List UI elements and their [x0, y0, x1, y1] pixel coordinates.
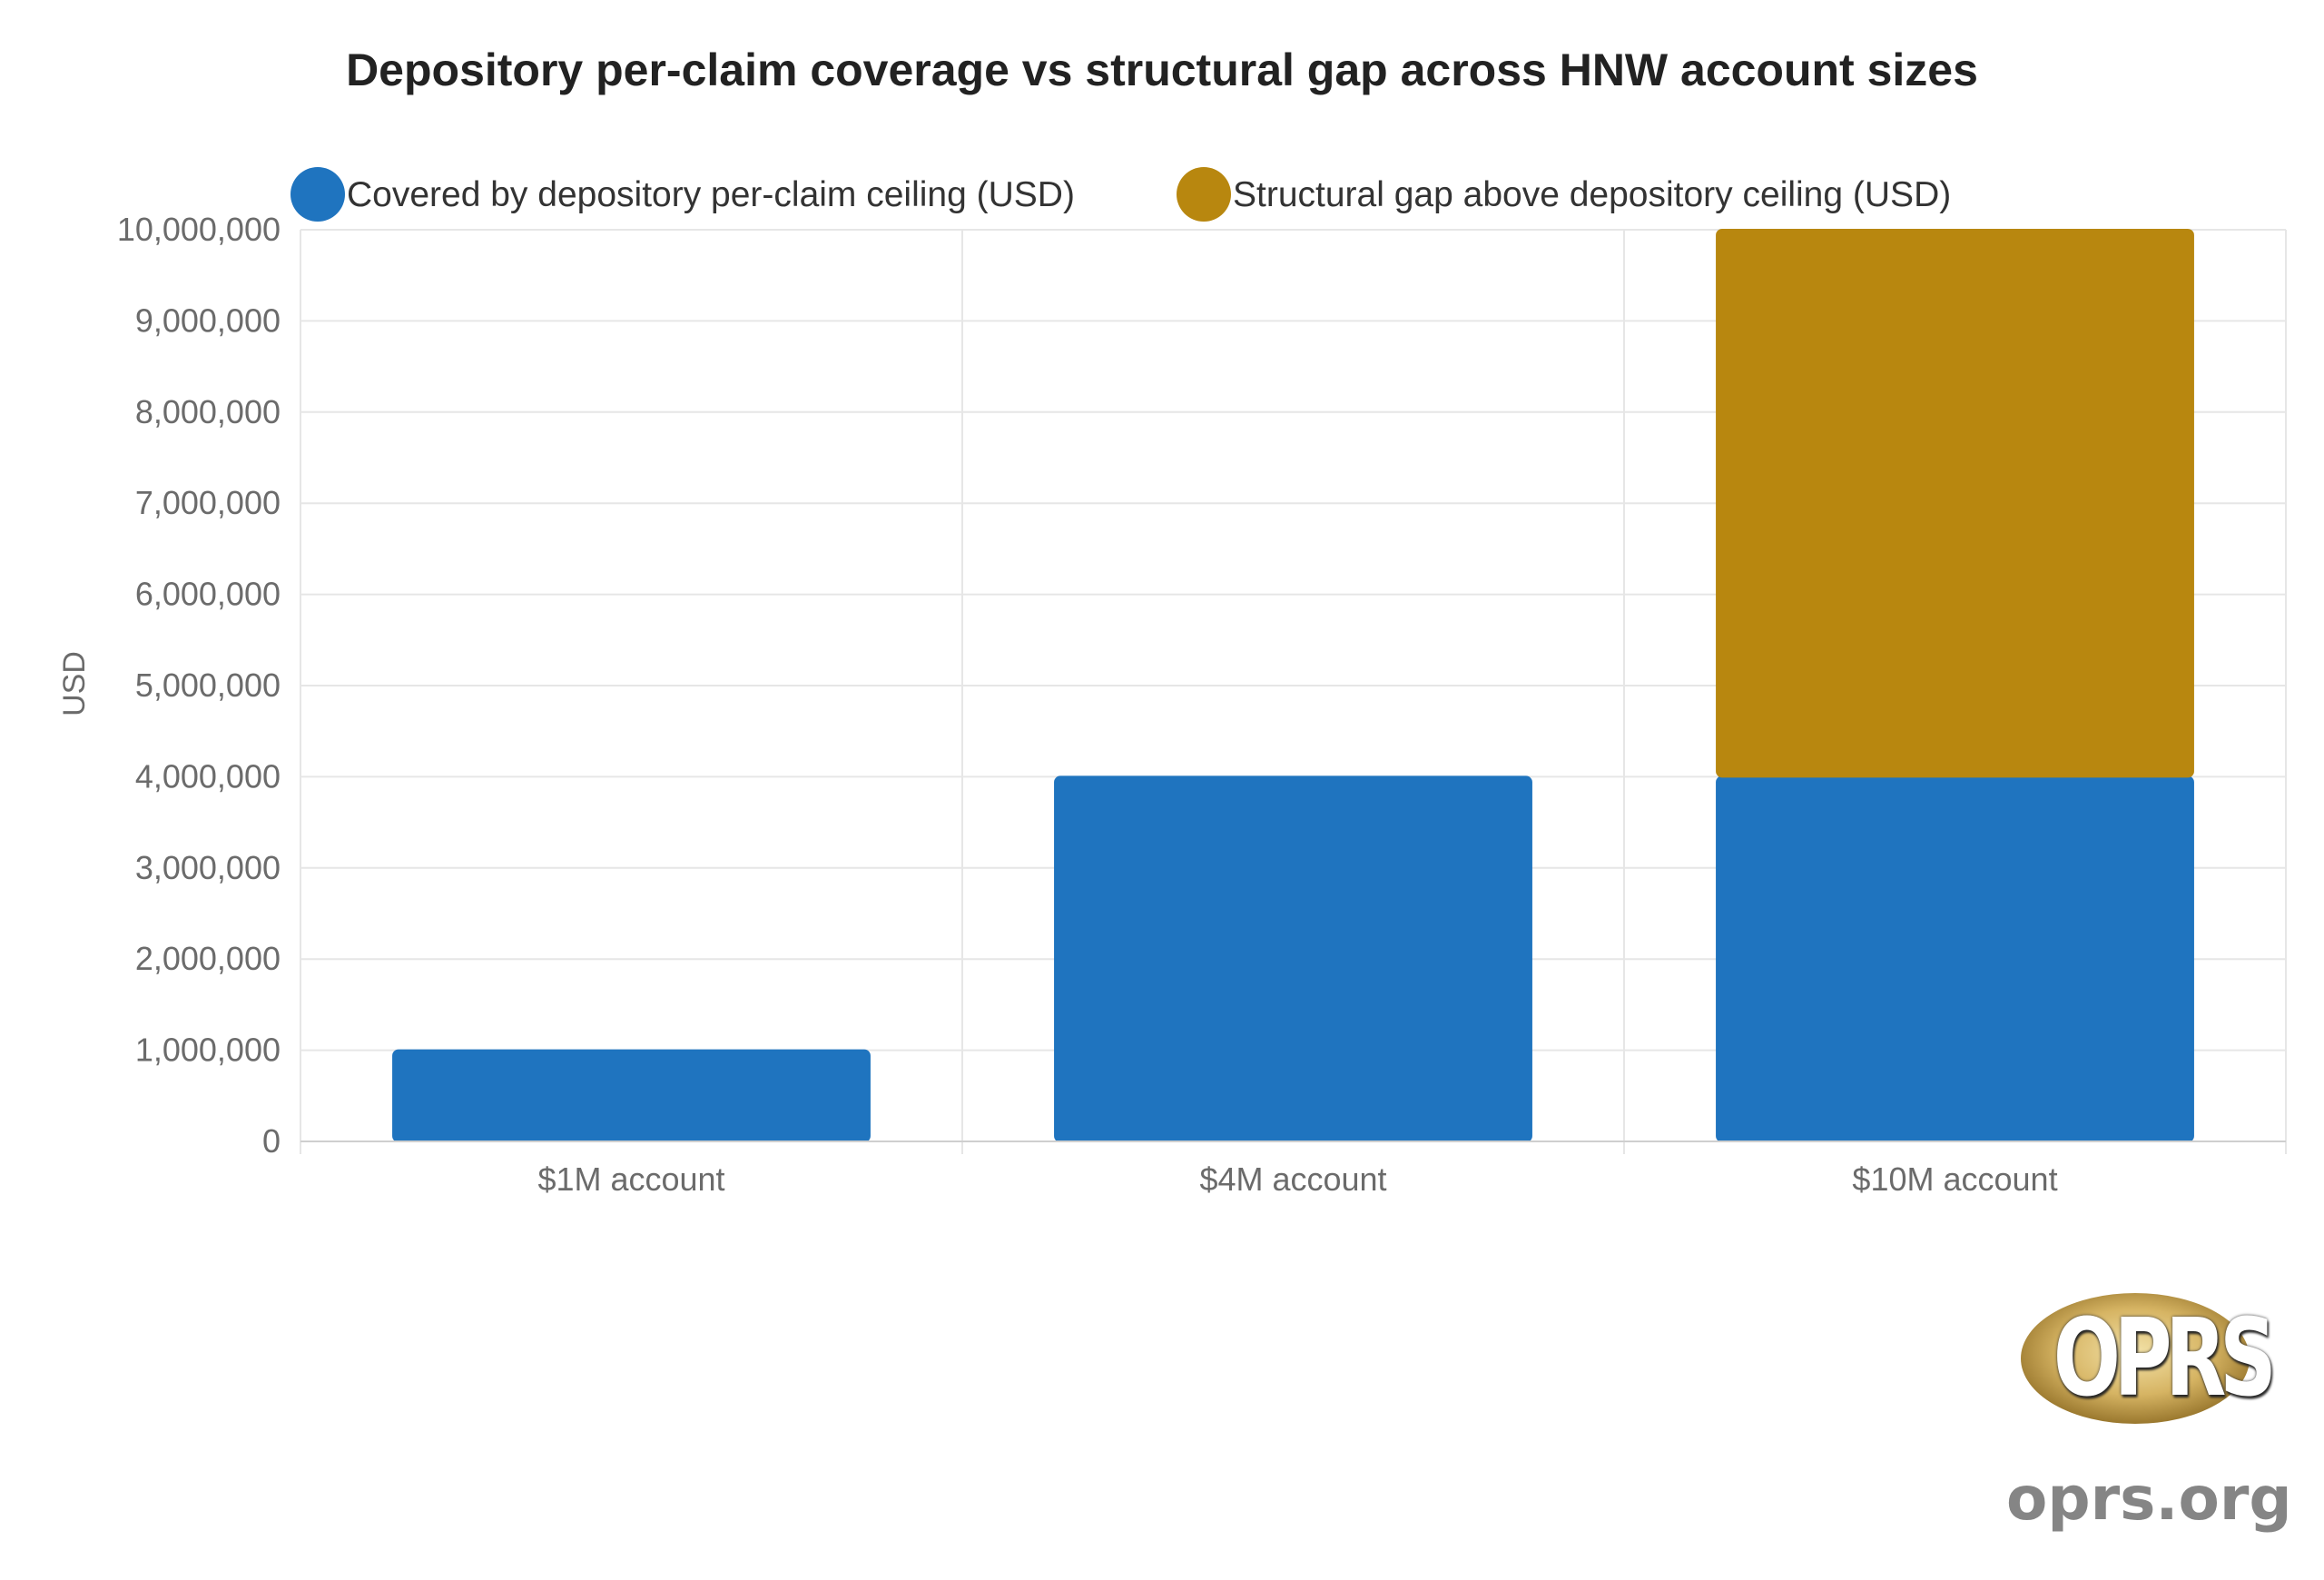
y-tick-label: 6,000,000 [135, 576, 281, 613]
logo-wordmark: OPRS [2053, 1295, 2277, 1420]
legend-label: Covered by depository per-claim ceiling … [347, 175, 1075, 214]
bar [1716, 775, 2194, 1143]
y-tick-label: 1,000,000 [135, 1032, 281, 1069]
y-tick-label: 10,000,000 [117, 211, 281, 248]
y-tick-label: 0 [262, 1122, 281, 1160]
brand-logo: OPRS oprs.org [2006, 1289, 2292, 1553]
y-tick-label: 9,000,000 [135, 301, 281, 339]
bar [1716, 229, 2194, 778]
x-tick-label: $4M account [1199, 1160, 1386, 1198]
y-tick-label: 8,000,000 [135, 393, 281, 430]
legend-marker [290, 167, 345, 222]
y-tick-label: 5,000,000 [135, 667, 281, 704]
legend-label: Structural gap above depository ceiling … [1233, 175, 1951, 214]
bar [1054, 775, 1532, 1143]
legend-marker [1177, 167, 1231, 222]
x-tick-label: $1M account [537, 1160, 724, 1198]
axes: 0 1,000,000 2,000,000 3,000,000 4,000,000 5,0… [117, 211, 2286, 1198]
legend: Covered by depository per-claim ceiling … [290, 167, 1951, 222]
chart-title: Depository per-claim coverage vs structu… [346, 44, 1978, 95]
logo-domain: oprs.org [2006, 1464, 2292, 1534]
logo-badge [2021, 1293, 2250, 1424]
y-tick-label: 3,000,000 [135, 849, 281, 886]
y-tick-label: 7,000,000 [135, 484, 281, 521]
y-tick-label: 2,000,000 [135, 940, 281, 977]
y-tick-label: 4,000,000 [135, 757, 281, 795]
y-axis-label: USD [57, 651, 92, 716]
x-tick-label: $10M account [1852, 1160, 2057, 1198]
bar [392, 1049, 871, 1142]
